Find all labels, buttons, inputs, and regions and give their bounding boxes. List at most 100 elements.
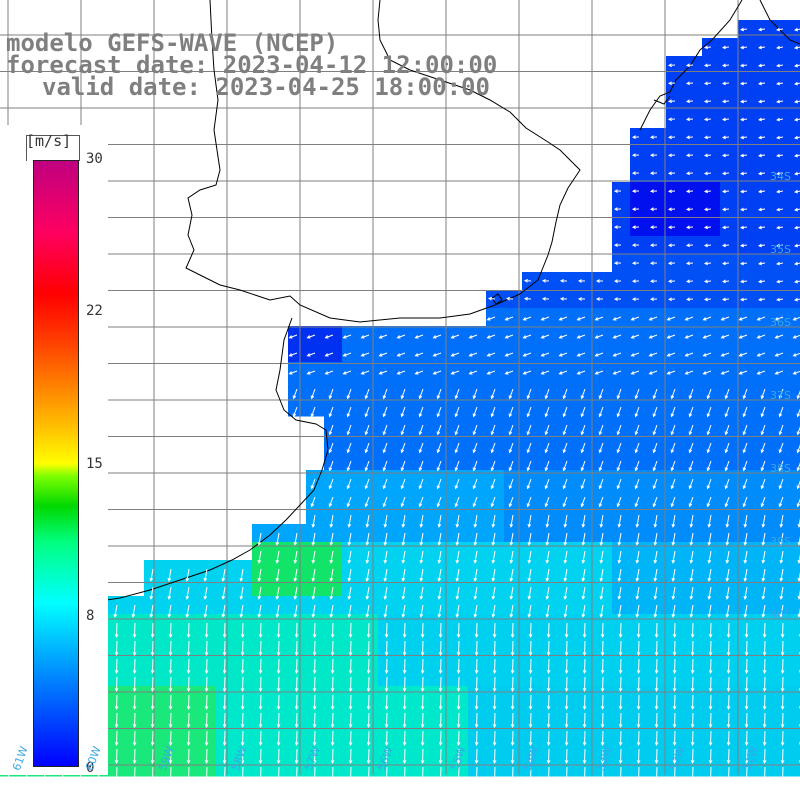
wind-arrow-head <box>653 577 658 582</box>
wind-arrow-head <box>546 688 551 693</box>
wind-arrow-head <box>708 652 713 657</box>
wind-arrow <box>708 586 712 599</box>
wind-speed-cell <box>558 290 577 309</box>
wind-arrow-head <box>758 63 763 68</box>
wind-arrow <box>780 514 784 527</box>
wind-arrow-head <box>654 652 659 657</box>
wind-arrow-head <box>758 99 763 104</box>
wind-arrow-head <box>347 577 352 582</box>
wind-arrow <box>797 390 800 399</box>
wind-arrow <box>456 550 460 563</box>
wind-arrow <box>743 460 748 471</box>
wind-speed-cell <box>774 344 793 363</box>
wind-speed-cell <box>792 542 800 561</box>
wind-speed-cell <box>522 290 541 309</box>
wind-speed-cell <box>684 74 703 93</box>
wind-arrow-head <box>688 413 693 418</box>
wind-arrow-head <box>383 559 388 564</box>
wind-arrow <box>541 370 550 375</box>
wind-arrow-head <box>796 395 800 400</box>
wind-arrow <box>456 532 460 545</box>
wind-arrow-head <box>510 652 515 657</box>
wind-arrow-head <box>378 335 383 339</box>
wind-arrow-head <box>634 503 639 508</box>
wind-speed-cell <box>306 326 325 345</box>
wind-arrow-head <box>382 395 387 400</box>
wind-arrow-head <box>685 225 690 230</box>
wind-speed-cell <box>774 362 793 381</box>
wind-arrow-head <box>652 467 657 472</box>
wind-speed-cell <box>630 200 649 219</box>
wind-arrow-head <box>414 353 419 357</box>
wind-arrow-head <box>438 742 443 747</box>
wind-speed-cell <box>666 236 685 255</box>
wind-arrow-head <box>258 688 263 693</box>
wind-speed-cell <box>666 182 685 201</box>
wind-speed-cell <box>432 344 451 363</box>
wind-arrow <box>690 532 694 545</box>
wind-arrow-head <box>541 278 546 283</box>
wind-arrow <box>384 514 388 527</box>
wind-arrow-head <box>689 613 694 618</box>
wind-speed-cell <box>342 344 361 363</box>
wind-arrow-head <box>258 634 263 639</box>
wind-arrow <box>564 514 568 527</box>
wind-arrow <box>618 604 622 617</box>
wind-speed-cell <box>594 308 613 327</box>
colorbar-tick-15: 15 <box>86 456 103 472</box>
wind-speed-cell <box>558 362 577 381</box>
wind-arrow-head <box>276 760 281 765</box>
wind-arrow <box>761 460 766 471</box>
wind-arrow <box>402 514 406 527</box>
wind-speed-cell <box>792 650 800 669</box>
wind-arrow <box>613 352 622 357</box>
wind-arrow-head <box>722 297 727 302</box>
wind-arrow-head <box>797 541 800 546</box>
wind-arrow <box>240 586 244 599</box>
wind-arrow <box>222 586 226 599</box>
wind-arrow-head <box>204 688 209 693</box>
wind-arrow-head <box>312 652 317 657</box>
wind-arrow-head <box>383 541 388 546</box>
wind-speed-cell <box>666 254 685 273</box>
wind-speed-cell <box>720 110 739 129</box>
wind-arrow-head <box>630 335 635 339</box>
wind-arrow-head <box>366 670 371 675</box>
wind-speed-cell <box>684 272 703 291</box>
wind-arrow-head <box>185 595 190 600</box>
wind-arrow <box>455 460 460 471</box>
wind-arrow-head <box>472 395 477 400</box>
wind-arrow-head <box>598 413 603 418</box>
wind-arrow-head <box>276 724 281 729</box>
wind-speed-cell <box>666 56 685 75</box>
wind-speed-cell <box>396 362 415 381</box>
wind-arrow-head <box>366 724 371 729</box>
wind-arrow-head <box>402 688 407 693</box>
wind-arrow <box>545 442 550 453</box>
wind-arrow-head <box>204 634 209 639</box>
wind-arrow <box>689 496 694 507</box>
wind-arrow-head <box>510 742 515 747</box>
wind-arrow-head <box>725 523 730 528</box>
wind-arrow <box>276 550 280 563</box>
wind-arrow-head <box>616 413 621 418</box>
wind-speed-cell <box>738 254 757 273</box>
wind-arrow <box>653 442 658 453</box>
wind-arrow <box>325 334 334 339</box>
wind-arrow-head <box>221 613 226 618</box>
wind-arrow-head <box>528 778 533 783</box>
wind-arrow <box>258 568 262 581</box>
wind-arrow <box>667 334 676 339</box>
wind-arrow-head <box>618 670 623 675</box>
wind-arrow <box>780 586 784 599</box>
wind-arrow <box>581 478 586 489</box>
wind-arrow <box>599 424 604 435</box>
wind-arrow <box>401 424 406 435</box>
wind-speed-cell <box>378 326 397 345</box>
wind-arrow-head <box>594 317 599 321</box>
wind-arrow-head <box>617 541 622 546</box>
wind-arrow <box>384 532 388 545</box>
wind-arrow-head <box>418 485 423 490</box>
wind-arrow <box>258 532 262 545</box>
wind-arrow-head <box>576 353 581 357</box>
